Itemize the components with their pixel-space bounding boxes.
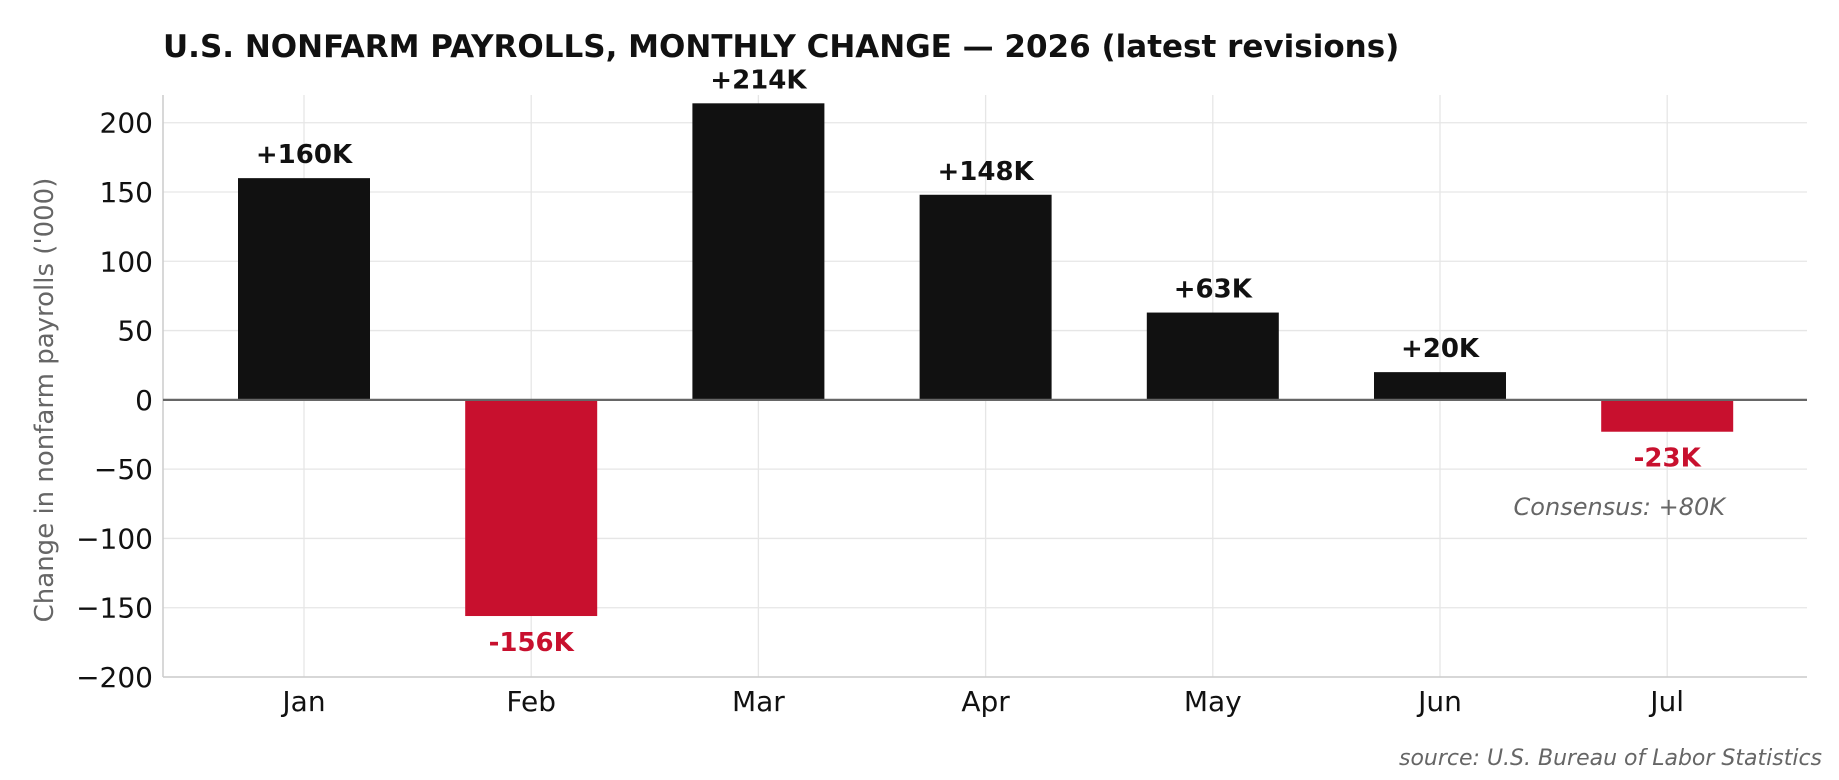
data-label-may: +63K <box>1174 275 1253 305</box>
source-note: source: U.S. Bureau of Labor Statistics <box>1399 746 1822 771</box>
bar-mar <box>692 103 825 400</box>
axes: −200 −150 −100 −50 0 50 100 150 200 Jan Feb Mar Apr M… <box>76 95 1807 718</box>
bar-jan <box>238 178 370 400</box>
y-tick-label: 0 <box>135 384 153 417</box>
consensus-annotation: Consensus: +80K <box>1514 493 1728 521</box>
y-tick-label: −200 <box>76 661 153 694</box>
x-tick-label-jun: Jun <box>1416 685 1462 718</box>
bars <box>238 103 1734 617</box>
data-label-mar: +214K <box>710 65 807 95</box>
y-tick-label: −50 <box>94 453 153 486</box>
y-tick-label: 150 <box>100 176 153 209</box>
x-tick-label-mar: Mar <box>732 685 785 718</box>
x-tick-label-feb: Feb <box>506 685 556 718</box>
chart-title: U.S. NONFARM PAYROLLS, MONTHLY CHANGE — … <box>163 29 1399 65</box>
data-label-jan: +160K <box>256 140 353 170</box>
data-label-jun: +20K <box>1401 334 1480 364</box>
data-labels: +160K -156K +214K +148K +63K +20K -23K <box>256 65 1702 658</box>
data-label-jul: -23K <box>1634 444 1702 474</box>
y-axis-label: Change in nonfarm payrolls ('000) <box>30 178 60 623</box>
data-label-apr: +148K <box>937 157 1034 187</box>
y-tick-label: 100 <box>100 245 153 278</box>
y-tick-label: −100 <box>76 522 153 555</box>
bar-jul <box>1601 399 1734 432</box>
x-tick-label-jan: Jan <box>280 685 325 718</box>
bar-jun <box>1374 372 1506 400</box>
data-label-feb: -156K <box>489 628 575 658</box>
x-tick-label-jul: Jul <box>1648 685 1684 718</box>
bar-feb <box>465 399 598 617</box>
bar-apr <box>919 194 1052 400</box>
y-tick-label: 200 <box>100 107 153 140</box>
x-tick-label-apr: Apr <box>961 685 1010 718</box>
bar-may <box>1146 312 1279 400</box>
x-tick-label-may: May <box>1184 685 1242 718</box>
y-tick-label: 50 <box>117 315 153 348</box>
y-tick-label: −150 <box>76 592 153 625</box>
